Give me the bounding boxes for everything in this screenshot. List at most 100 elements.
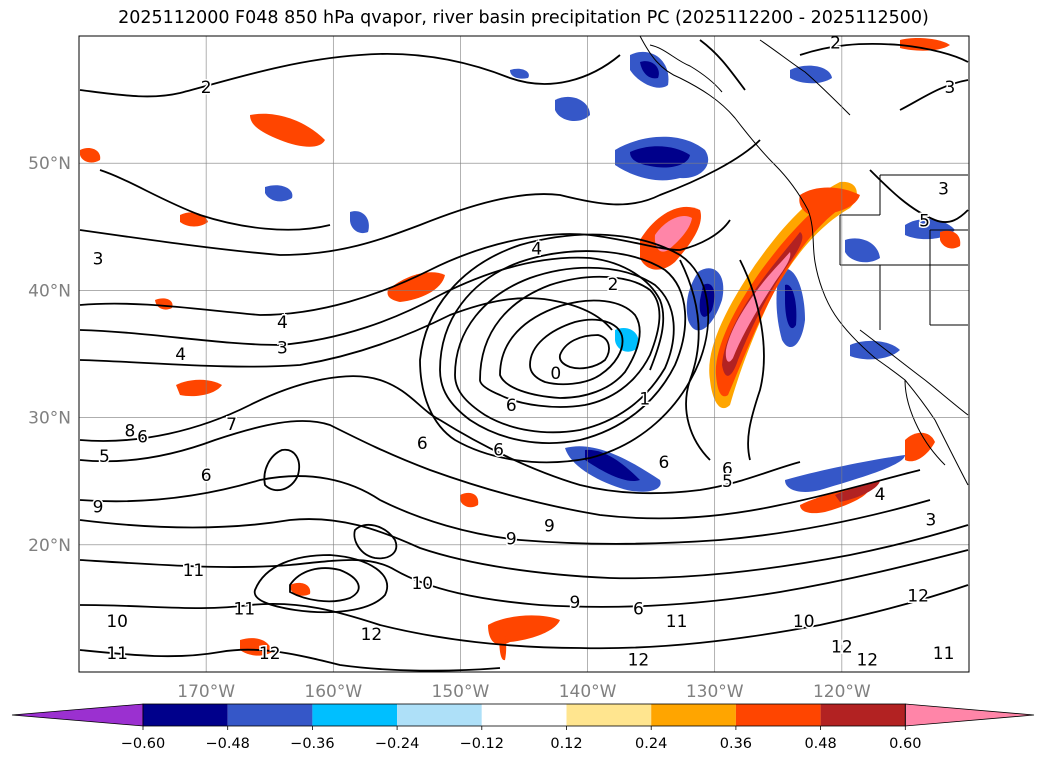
map-frame [78, 35, 970, 673]
colorbar-extend-low [11, 703, 144, 727]
contour-label: 12 [831, 638, 853, 658]
longitude-label: 120°W [813, 682, 871, 702]
contour-label: 9 [506, 529, 517, 549]
coastlines [639, 36, 969, 486]
shade-negative [640, 61, 659, 79]
contour-label: 6 [633, 599, 644, 619]
colorbar [11, 703, 1035, 727]
contour-label: 2 [830, 33, 841, 53]
contour-label: 11 [183, 561, 205, 581]
shade-positive [387, 272, 445, 302]
contour-label: 11 [106, 644, 128, 664]
contour-label: 10 [411, 574, 433, 594]
contour-label: 6 [417, 434, 428, 454]
contour-label: 9 [569, 593, 580, 613]
shade-positive [80, 148, 101, 163]
contour-label: 12 [907, 587, 929, 607]
gridlines [79, 36, 969, 672]
longitude-labels: 170°W 160°W 150°W 140°W 130°W 120°W [177, 682, 871, 702]
chart-title: 2025112000 F048 850 hPa qvapor, river ba… [118, 8, 929, 28]
latitude-label: 40°N [28, 281, 71, 301]
contour-label: 11 [933, 644, 955, 664]
shade-positive [715, 190, 847, 397]
contour-label: 12 [628, 650, 650, 670]
shade-positive [940, 230, 961, 249]
longitude-label: 130°W [686, 682, 744, 702]
colorbar-tick-labels: −0.60 −0.48 −0.36 −0.24 −0.12 0.12 0.24 0.36 0.4… [121, 726, 921, 752]
contour-label: 12 [361, 625, 383, 645]
shade-positive [905, 432, 935, 462]
longitude-label: 160°W [304, 682, 362, 702]
colorbar-tick-label: 0.36 [720, 736, 752, 752]
contour-label: 3 [945, 78, 956, 98]
contour-label: 2 [608, 275, 619, 295]
contour-label: 1 [639, 390, 650, 410]
colorbar-tick-label: −0.12 [460, 736, 504, 752]
contour-label: 7 [226, 415, 237, 435]
colorbar-tick-label: 0.12 [550, 736, 582, 752]
contour-label: 3 [93, 250, 104, 270]
shade-positive [499, 625, 507, 661]
contour-label: 2 [201, 78, 212, 98]
shade-negative [630, 146, 690, 168]
shade-negative [585, 449, 640, 481]
precipitation-shading [80, 37, 961, 661]
contour-label: 4 [175, 345, 186, 365]
contour-label: 5 [722, 472, 733, 492]
colorbar-segment [143, 704, 228, 726]
contour-label: 9 [544, 517, 555, 537]
colorbar-tick-label: 0.60 [889, 736, 921, 752]
contour-label: 8 [124, 421, 135, 441]
shade-negative [845, 238, 880, 263]
shade-negative [850, 340, 900, 360]
longitude-label: 170°W [177, 682, 235, 702]
longitude-label: 150°W [432, 682, 490, 702]
contour-label: 6 [506, 396, 517, 416]
contour-label: 6 [658, 453, 669, 473]
colorbar-segment [735, 704, 821, 726]
shade-positive [654, 215, 692, 252]
contour-label: 5 [99, 447, 110, 467]
shade-positive [900, 37, 950, 51]
colorbar-tick-label: −0.24 [375, 736, 419, 752]
colorbar-segment [481, 704, 567, 726]
colorbar-segment [227, 704, 313, 726]
contour-label: 6 [722, 459, 733, 479]
colorbar-tick-label: −0.36 [290, 736, 334, 752]
contour-label: 4 [277, 313, 288, 333]
shade-negative [785, 284, 797, 329]
shade-negative [790, 65, 832, 84]
contour-label: 11 [233, 599, 255, 619]
shade-negative [265, 185, 293, 202]
colorbar-tick-label: −0.60 [121, 736, 165, 752]
colorbar-tick-label: −0.48 [205, 736, 249, 752]
contour-label: 9 [93, 498, 104, 518]
contour-label: 6 [137, 428, 148, 448]
colorbar-segment [397, 704, 482, 726]
colorbar-segment [820, 704, 906, 726]
contour-label: 0 [550, 364, 561, 384]
shade-positive [488, 615, 560, 645]
latitude-label: 30°N [28, 409, 71, 429]
contour-label: 3 [277, 339, 288, 359]
latitude-labels: 50°N 40°N 30°N 20°N [28, 154, 71, 556]
qvapor-contours [79, 39, 969, 672]
shade-positive [835, 480, 880, 502]
contour-label: 6 [493, 440, 504, 460]
contour-label: 3 [925, 510, 936, 530]
contour-label: 12 [856, 650, 878, 670]
shade-negative [785, 455, 905, 492]
contour-label: 5 [919, 211, 930, 231]
shade-negative [555, 96, 590, 122]
shade-negative [350, 211, 369, 234]
contour-label: 3 [938, 180, 949, 200]
shade-positive [250, 113, 325, 147]
colorbar-tick-label: 0.24 [635, 736, 667, 752]
contour-label: 6 [201, 466, 212, 486]
colorbar-segment [566, 704, 652, 726]
shade-positive [460, 492, 479, 508]
colorbar-tick-label: 0.48 [804, 736, 836, 752]
shade-negative [510, 68, 529, 79]
